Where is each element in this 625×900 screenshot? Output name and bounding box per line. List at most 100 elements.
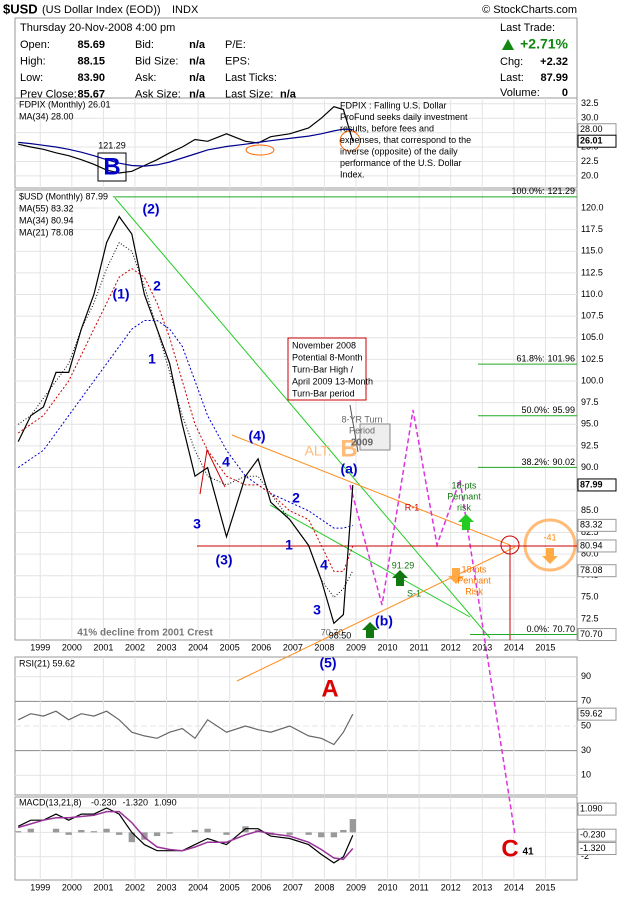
histogram-bar [286, 832, 293, 835]
arrows [362, 514, 558, 638]
annotation: 2 [292, 490, 300, 506]
legend: -1.320 [123, 797, 149, 807]
x-tick-label: 2005 [220, 642, 240, 652]
x-tick-label: 2004 [188, 642, 208, 652]
y-tick-label: 80.0 [581, 548, 599, 558]
annotation: Pennant [447, 491, 481, 501]
y-tick-label: 85.0 [581, 505, 599, 515]
series-line [17, 320, 353, 529]
field-value: n/a [189, 55, 206, 67]
x-tick-label: 2011 [409, 642, 428, 652]
series-line [17, 241, 354, 599]
annotation: Period [349, 425, 375, 435]
legend: $USD (Monthly) 87.99 [19, 191, 108, 201]
legend: FDPIX (Monthly) 26.01 [19, 99, 111, 109]
histogram-bar [27, 828, 34, 833]
chg-label: Chg: [500, 56, 523, 68]
value-box [577, 564, 617, 578]
field-label: P/E: [225, 39, 246, 51]
x-tick-label: 1999 [30, 882, 50, 892]
annotation: (5) [319, 655, 336, 671]
field-value: n/a [189, 72, 206, 84]
value-box-label: -1.320 [580, 843, 606, 853]
note: results, before fees and [340, 123, 434, 133]
value-box-label: 26.01 [580, 136, 603, 146]
field-value: n/a [189, 88, 206, 100]
value-box-label: 87.99 [580, 479, 603, 489]
value-box [577, 802, 617, 816]
annotation: (2) [142, 201, 159, 217]
arrow [448, 568, 464, 584]
legend: MA(21) 78.08 [19, 227, 74, 237]
header-box [14, 17, 578, 99]
field-value: n/a [280, 88, 297, 100]
value-box [577, 518, 617, 532]
field-value: n/a [189, 39, 206, 51]
x-tick-label: 2010 [378, 882, 398, 892]
fib-value: 121.29 [547, 186, 575, 196]
histogram-bar [116, 832, 123, 835]
arrow [458, 514, 474, 530]
histogram-bar [78, 829, 85, 833]
x-tick-label: 2007 [283, 882, 303, 892]
projection-path [349, 409, 516, 836]
annotation: 98.50 [329, 630, 352, 640]
histogram-bar [90, 831, 98, 833]
fib-name: 50.0%: [521, 405, 549, 415]
x-tick-label: 2000 [62, 882, 82, 892]
value-box [577, 539, 617, 553]
x-tick-label: 2008 [314, 882, 334, 892]
histogram-bar [103, 828, 110, 833]
y-tick-label: -2 [581, 851, 589, 861]
last: 87.99 [540, 72, 568, 84]
wave-box [97, 152, 127, 182]
annotation: 2009 [351, 438, 374, 449]
annotation: -41 [543, 532, 556, 542]
x-tick-label: 2012 [441, 642, 461, 652]
arrow [362, 622, 378, 638]
trend-line [269, 504, 471, 618]
y-tick-label: 75.0 [581, 592, 599, 602]
y-tick-label: 110.0 [581, 289, 603, 299]
field-label: Ask Size: [135, 88, 181, 100]
last-label: Last: [500, 72, 524, 84]
callout-line: Turn-Bar period [292, 388, 355, 398]
value-box [577, 134, 617, 148]
histogram-bar [305, 832, 312, 835]
histogram-bar [191, 829, 199, 833]
legend: MA(34) 28.00 [19, 111, 74, 121]
y-tick-label: 10 [581, 770, 591, 780]
x-tick-label: 2010 [378, 642, 398, 652]
x-tick-label: 1999 [30, 642, 50, 652]
annotation: 2 [153, 278, 161, 294]
histogram-bar [52, 828, 60, 833]
annotation: risk [457, 502, 471, 512]
fib-name: 0.0%: [526, 624, 549, 634]
histogram-bar [153, 832, 161, 837]
y-tick-label: 100.0 [581, 375, 604, 385]
y-tick-label: 97.5 [581, 397, 599, 407]
annotation: Pennant [457, 575, 491, 585]
trend-line [236, 546, 516, 682]
panel-frame [14, 189, 578, 641]
highlight [245, 144, 275, 156]
symbol: $USD [3, 1, 38, 16]
exchange: INDX [172, 4, 199, 16]
y-tick-label: 105.0 [581, 332, 604, 342]
annotation: S-1 [407, 588, 421, 598]
annotation: 70.70 [321, 627, 344, 637]
value-box-label: 28.00 [580, 124, 603, 134]
y-tick-label: 32.5 [581, 98, 599, 108]
x-tick-label: 2015 [535, 882, 555, 892]
x-tick-label: 2014 [504, 882, 524, 892]
x-tick-label: 2013 [472, 882, 492, 892]
x-tick-label: 2005 [220, 882, 240, 892]
note: expenses, that correspond to the [340, 135, 471, 145]
target-circle [500, 535, 520, 555]
trend-line [114, 197, 491, 639]
target-circle [523, 518, 577, 572]
value-box [577, 842, 617, 856]
x-tick-label: 2015 [535, 642, 555, 652]
x-tick-label: 2001 [93, 642, 113, 652]
